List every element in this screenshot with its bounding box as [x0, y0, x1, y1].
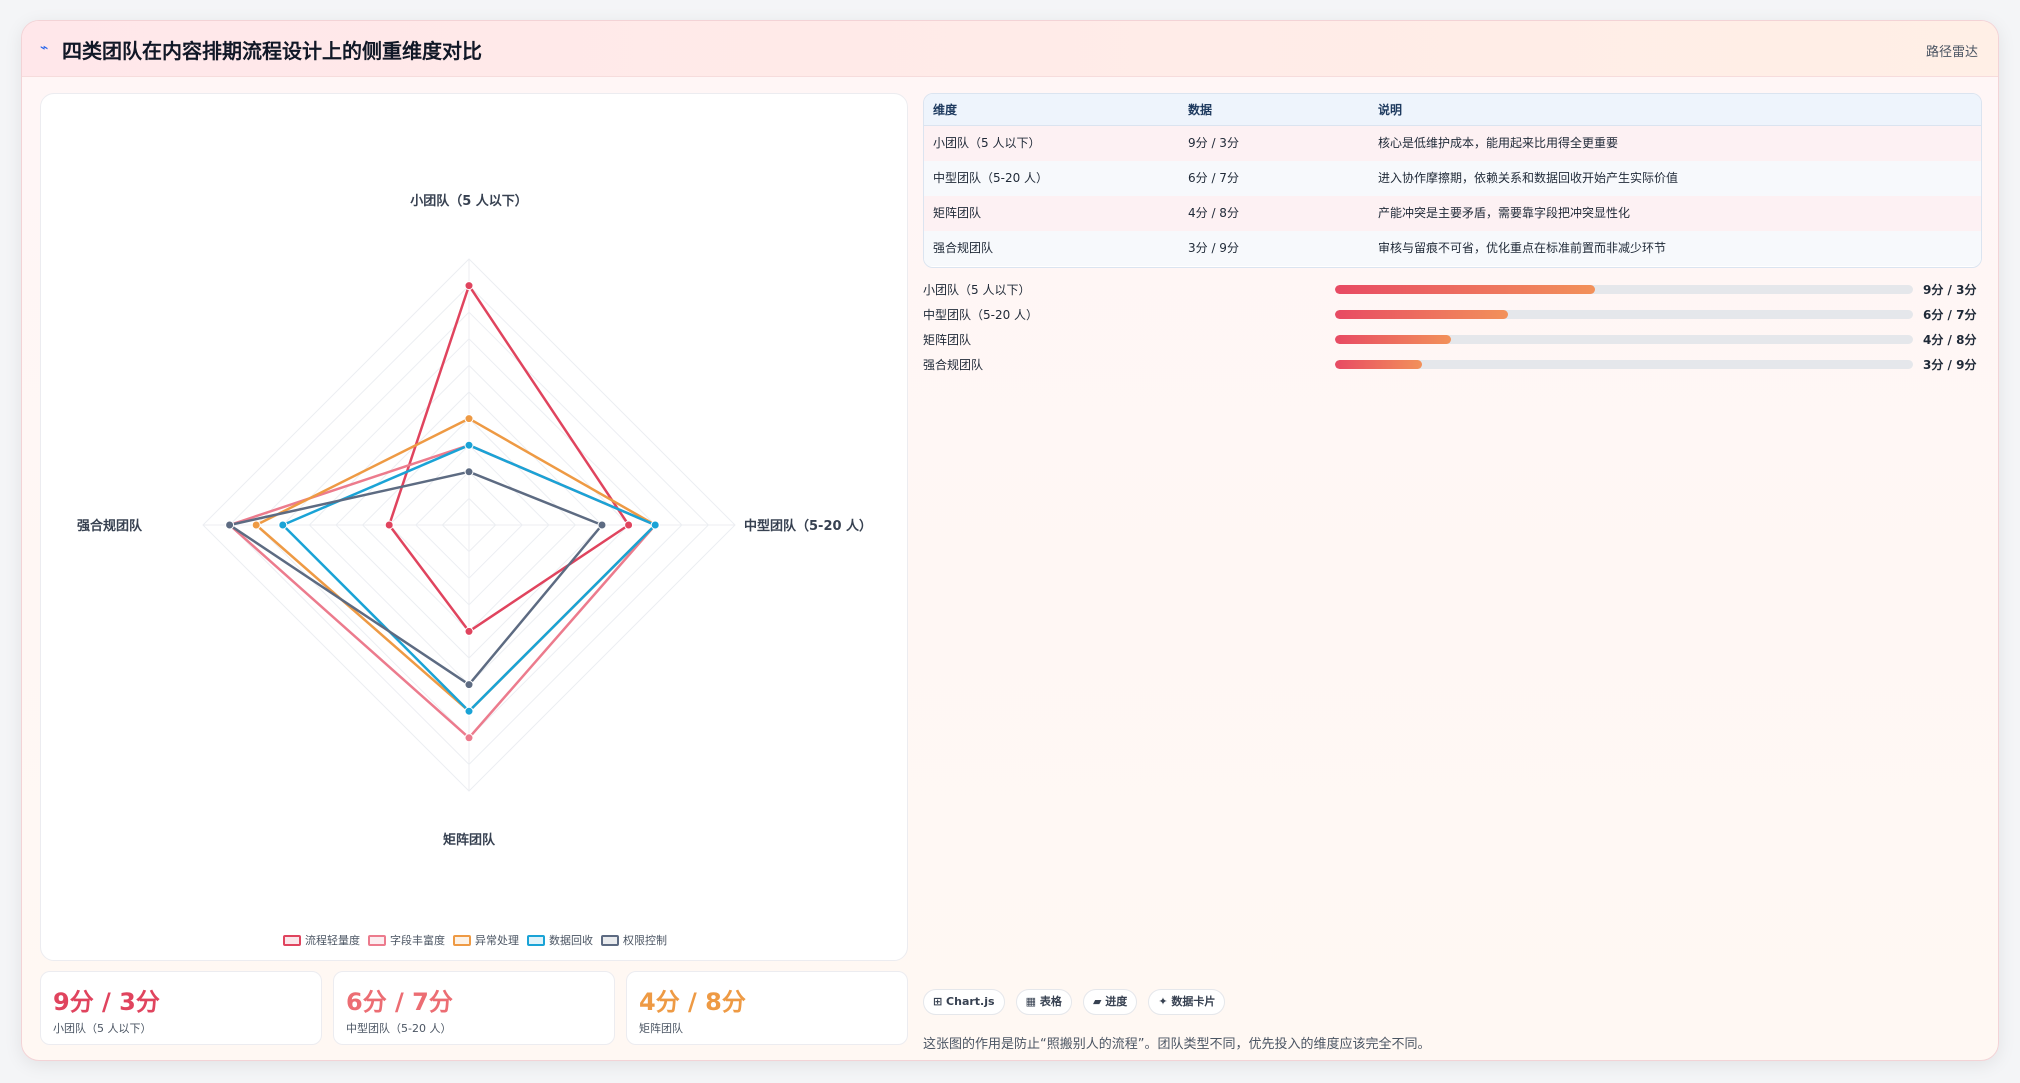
- progress-row: 小团队（5 人以下） 9分 / 3分: [923, 279, 1977, 299]
- radar-data-point: [384, 520, 394, 530]
- table-cell: 小团队（5 人以下）: [933, 136, 1041, 150]
- table-row: 强合规团队 3分 / 9分 审核与留痕不可省，优化重点在标准前置而非减少环节: [924, 231, 1981, 266]
- chip-table[interactable]: ▦ 表格: [1015, 989, 1072, 1015]
- radar-data-point: [278, 520, 288, 530]
- table-cell: 产能冲突是主要矛盾，需要靠字段把冲突显性化: [1378, 206, 1631, 220]
- progress-value: 3分 / 9分: [1923, 358, 1977, 372]
- progress-label: 小团队（5 人以下）: [923, 283, 1031, 297]
- radar-data-point: [464, 680, 474, 690]
- radar-data-point: [464, 414, 474, 424]
- stat-value: 4分 / 8分: [639, 988, 746, 1016]
- radar-axis-label: 矩阵团队: [442, 832, 496, 848]
- legend-item[interactable]: 流程轻量度: [283, 932, 360, 948]
- legend-label: 数据回收: [549, 934, 593, 947]
- table-cell: 强合规团队: [933, 241, 994, 255]
- chip-data-card[interactable]: ✦ 数据卡片: [1148, 989, 1226, 1015]
- radar-data-point: [624, 520, 634, 530]
- progress-row: 中型团队（5-20 人） 6分 / 7分: [923, 304, 1977, 324]
- radar-data-point: [597, 520, 607, 530]
- radar-data-point: [225, 520, 235, 530]
- radar-data-point: [464, 706, 474, 716]
- progress-track: [1335, 285, 1913, 294]
- table-header-row: 维度 数据 说明: [924, 94, 1981, 126]
- radar-axis-label: 强合规团队: [77, 518, 143, 534]
- table-cell: 审核与留痕不可省，优化重点在标准前置而非减少环节: [1378, 241, 1667, 255]
- legend-label: 字段丰富度: [390, 934, 445, 947]
- radar-chart: 小团队（5 人以下） 中型团队（5-20 人） 矩阵团队 强合规团队: [77, 193, 872, 848]
- radar-data-point: [464, 281, 474, 291]
- progress-label: 矩阵团队: [923, 333, 972, 347]
- page-title: 四类团队在内容排期流程设计上的侧重维度对比: [62, 39, 482, 63]
- stat-label: 小团队（5 人以下）: [53, 1022, 152, 1035]
- radar-data-point: [650, 520, 660, 530]
- chart-legend: 流程轻量度 字段丰富度 异常处理 数据回收 权限控制: [41, 932, 909, 948]
- radar-data-point: [464, 626, 474, 636]
- stat-label: 矩阵团队: [639, 1022, 683, 1035]
- progress-value: 4分 / 8分: [1923, 333, 1977, 347]
- table-cell: 矩阵团队: [933, 206, 982, 220]
- stat-label: 中型团队（5-20 人）: [346, 1022, 452, 1035]
- table-row: 矩阵团队 4分 / 8分 产能冲突是主要矛盾，需要靠字段把冲突显性化: [924, 196, 1981, 231]
- table-row: 小团队（5 人以下） 9分 / 3分 核心是低维护成本，能用起来比用得全更重要: [924, 126, 1981, 161]
- progress-row: 强合规团队 3分 / 9分: [923, 354, 1977, 374]
- stat-card-small-team: 9分 / 3分 小团队（5 人以下）: [40, 971, 322, 1045]
- legend-swatch: [283, 935, 301, 946]
- radar-axis-label: 中型团队（5-20 人）: [744, 518, 872, 534]
- legend-item[interactable]: 权限控制: [601, 932, 667, 948]
- table-cell: 3分 / 9分: [1188, 241, 1239, 255]
- table-cell: 9分 / 3分: [1188, 136, 1239, 150]
- radar-chart-panel: 小团队（5 人以下） 中型团队（5-20 人） 矩阵团队 强合规团队 流程轻量度 字段丰…: [40, 93, 908, 961]
- stat-card-medium-team: 6分 / 7分 中型团队（5-20 人）: [333, 971, 615, 1045]
- table-header-cell: 维度: [933, 103, 958, 117]
- progress-fill: [1335, 360, 1422, 369]
- progress-track: [1335, 360, 1913, 369]
- progress-value: 9分 / 3分: [1923, 283, 1977, 297]
- radar-data-point: [464, 467, 474, 477]
- legend-label: 权限控制: [623, 934, 667, 947]
- progress-fill: [1335, 310, 1509, 319]
- table-header-cell: 数据: [1188, 103, 1213, 117]
- progress-value: 6分 / 7分: [1923, 308, 1977, 322]
- progress-row: 矩阵团队 4分 / 8分: [923, 329, 1977, 349]
- chip-chartjs[interactable]: ⊞ Chart.js: [923, 989, 1005, 1015]
- feature-chips: ⊞ Chart.js ▦ 表格 ▰ 进度 ✦ 数据卡片: [923, 989, 1231, 1015]
- legend-item[interactable]: 数据回收: [527, 932, 593, 948]
- footnote: 这张图的作用是防止“照搬别人的流程”。团队类型不同，优先投入的维度应该完全不同。: [923, 1037, 1431, 1052]
- legend-swatch: [527, 935, 545, 946]
- stat-value: 9分 / 3分: [53, 988, 160, 1016]
- table-row: 中型团队（5-20 人） 6分 / 7分 进入协作摩擦期，依赖关系和数据回收开始…: [924, 161, 1981, 196]
- table-cell: 中型团队（5-20 人）: [933, 171, 1049, 185]
- legend-swatch: [453, 935, 471, 946]
- data-table: 维度 数据 说明 小团队（5 人以下） 9分 / 3分 核心是低维护成本，能用起…: [923, 93, 1982, 268]
- legend-label: 流程轻量度: [305, 934, 360, 947]
- radar-data-point: [464, 440, 474, 450]
- legend-swatch: [368, 935, 386, 946]
- progress-label: 强合规团队: [923, 358, 984, 372]
- table-cell: 6分 / 7分: [1188, 171, 1239, 185]
- progress-label: 中型团队（5-20 人）: [923, 308, 1039, 322]
- card-header: ⌁ 四类团队在内容排期流程设计上的侧重维度对比 路径雷达: [22, 21, 1998, 77]
- table-cell: 核心是低维护成本，能用起来比用得全更重要: [1378, 136, 1619, 150]
- radar-data-point: [464, 733, 474, 743]
- legend-item[interactable]: 字段丰富度: [368, 932, 445, 948]
- progress-track: [1335, 335, 1913, 344]
- table-cell: 4分 / 8分: [1188, 206, 1239, 220]
- progress-fill: [1335, 335, 1451, 344]
- table-cell: 进入协作摩擦期，依赖关系和数据回收开始产生实际价值: [1378, 171, 1679, 185]
- legend-item[interactable]: 异常处理: [453, 932, 519, 948]
- progress-track: [1335, 310, 1913, 319]
- view-tag: 路径雷达: [1925, 45, 1978, 60]
- chart-icon: ⌁: [40, 40, 49, 56]
- stat-value: 6分 / 7分: [346, 988, 453, 1016]
- table-header-cell: 说明: [1378, 103, 1403, 117]
- stat-card-matrix-team: 4分 / 8分 矩阵团队: [626, 971, 908, 1045]
- main-card: ⌁ 四类团队在内容排期流程设计上的侧重维度对比 路径雷达 小团队（5 人以下） 中…: [21, 20, 1999, 1061]
- radar-data-point: [251, 520, 261, 530]
- chip-progress[interactable]: ▰ 进度: [1082, 989, 1138, 1015]
- radar-axis-label: 小团队（5 人以下）: [410, 193, 528, 209]
- legend-swatch: [601, 935, 619, 946]
- legend-label: 异常处理: [475, 934, 519, 947]
- progress-fill: [1335, 285, 1596, 294]
